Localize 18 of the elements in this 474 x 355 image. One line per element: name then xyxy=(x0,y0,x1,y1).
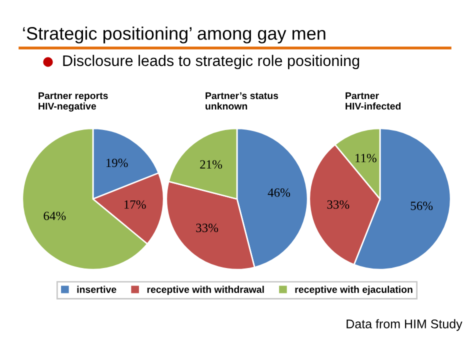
chart-title: Partner’s status unknown xyxy=(206,92,278,110)
data-label: 56% xyxy=(410,202,433,210)
data-label: 33% xyxy=(327,200,350,209)
chart-title: Partner HIV-infected xyxy=(346,92,401,110)
data-label: 33% xyxy=(196,224,218,232)
legend-label: insertive xyxy=(77,286,116,293)
text: Disclosure leads to strategic role positioning xyxy=(63,54,360,70)
text: Data from HIM Study xyxy=(346,319,462,331)
legend-label: receptive with withdrawal xyxy=(147,286,264,295)
data-label: 11% xyxy=(356,154,376,162)
data-label: 46% xyxy=(268,188,290,197)
text: ‘Strategic positioning’ among gay men xyxy=(23,26,326,44)
data-label: 21% xyxy=(200,160,222,169)
legend-label: receptive with ejaculation xyxy=(295,286,412,295)
data-label: 17% xyxy=(124,200,146,209)
chart-title: Partner reports HIV-negative xyxy=(38,92,108,112)
data-label: 19% xyxy=(106,158,128,168)
data-label: 64% xyxy=(44,212,66,220)
